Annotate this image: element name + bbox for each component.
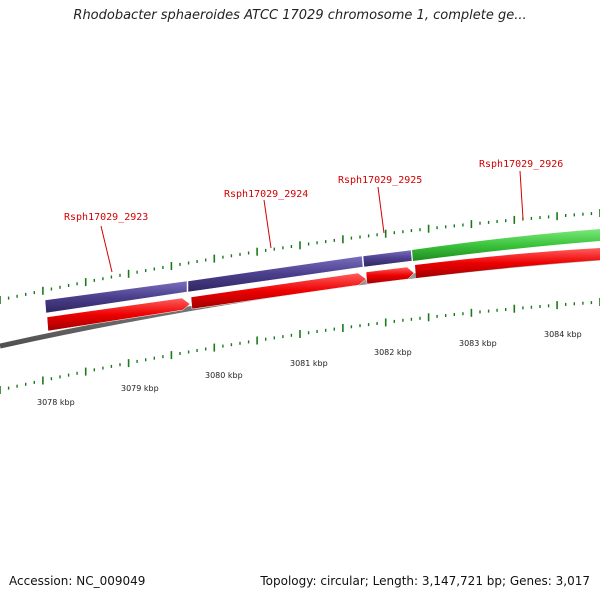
- kbp-label: 3080 kbp: [205, 371, 243, 380]
- map-title: Rhodobacter sphaeroides ATCC 17029 chrom…: [73, 8, 527, 23]
- kbp-label: 3082 kbp: [374, 348, 412, 357]
- gene-leader-line: [519, 170, 524, 220]
- feature-band: [362, 249, 413, 268]
- gene-leader-line: [100, 225, 113, 273]
- kbp-label: 3078 kbp: [37, 398, 75, 407]
- outer-tick-marks: [0, 209, 600, 304]
- cds-arrow: [365, 266, 415, 285]
- feature-band: [187, 255, 364, 293]
- inner-tick-marks: [0, 298, 600, 394]
- kbp-label: 3081 kbp: [290, 359, 328, 368]
- gene-leader-line: [263, 199, 272, 249]
- kbp-label: 3083 kbp: [459, 339, 497, 348]
- gene-label[interactable]: Rsph17029_2925: [338, 175, 422, 186]
- gene-label[interactable]: Rsph17029_2926: [479, 159, 563, 170]
- cds-arrow: [190, 272, 367, 310]
- cds-arrow: [46, 297, 191, 332]
- feature-band-green: [412, 229, 600, 261]
- accession-text: Accession: NC_009049: [9, 574, 146, 588]
- gene-label[interactable]: Rsph17029_2923: [64, 212, 148, 223]
- feature-band: [44, 280, 188, 314]
- cds-arrow: [415, 248, 600, 278]
- gene-leader-line: [377, 186, 385, 234]
- kbp-label: 3084 kbp: [544, 330, 582, 339]
- gene-label[interactable]: Rsph17029_2924: [224, 189, 308, 200]
- kbp-label: 3079 kbp: [121, 384, 159, 393]
- topology-summary: Topology: circular; Length: 3,147,721 bp…: [260, 574, 590, 588]
